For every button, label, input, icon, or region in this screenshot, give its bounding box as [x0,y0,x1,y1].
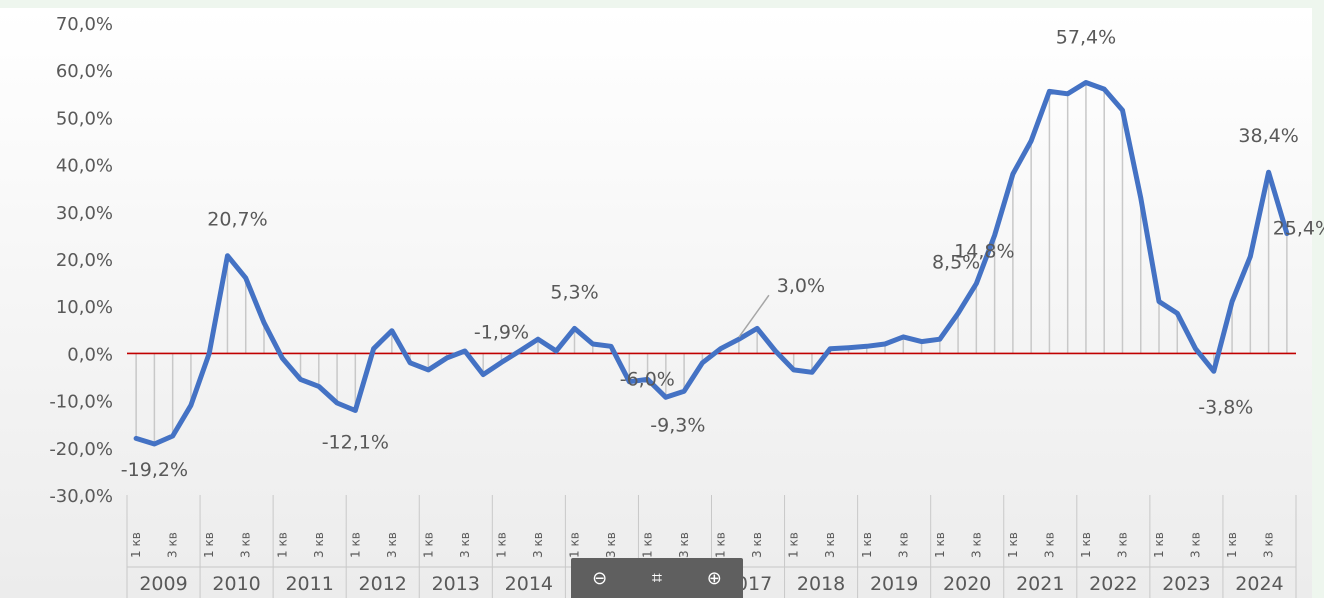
quarter-label: 3 кв [458,532,472,558]
y-tick-label: 60,0% [56,61,113,82]
year-label: 2013 [432,573,480,595]
year-label: 2011 [285,573,333,595]
y-tick-label: 30,0% [56,203,113,224]
quarter-label: 1 кв [421,532,435,558]
quarter-label: 3 кв [1189,532,1203,558]
quarter-label: 3 кв [604,532,618,558]
axes: 70,0% 60,0% 50,0% 40,0% 30,0% 20,0% 10,0% 0,0% -… [49,14,1297,598]
data-labels: -19,2% 20,7% -12,1% -1,9% 5,3% -6,0% -9,3% 3,0%… [121,26,1324,481]
year-label: 2022 [1089,573,1137,595]
year-label: 2009 [139,573,187,595]
quarter-label: 3 кв [531,532,545,558]
y-tick-label: 70,0% [56,14,113,35]
year-label: 2023 [1162,573,1210,595]
data-label: -19,2% [121,459,188,481]
quarter-label: 3 кв [969,532,983,558]
year-label: 2010 [212,573,260,595]
year-label: 2024 [1235,573,1283,595]
quarter-label: 1 кв [641,532,655,558]
quarter-label: 1 кв [933,532,947,558]
data-label: -3,8% [1198,396,1253,418]
year-label: 2018 [797,573,845,595]
data-label: -9,3% [650,414,705,436]
quarter-label: 3 кв [312,532,326,558]
y-tick-label: 50,0% [56,108,113,129]
quarter-label: 3 кв [385,532,399,558]
quarter-label: 1 кв [787,532,801,558]
quarter-label: 1 кв [275,532,289,558]
zoom-out-icon[interactable]: ⊖ [592,567,608,589]
y-tick-label: 10,0% [56,297,113,318]
quarter-label: 1 кв [1225,532,1239,558]
quarter-label: 1 кв [1006,532,1020,558]
quarter-label: 3 кв [896,532,910,558]
data-label: -12,1% [322,432,389,454]
quarter-label: 3 кв [1115,532,1129,558]
series-line [133,80,1290,447]
data-label: 38,4% [1238,125,1298,147]
quarter-label: 1 кв [1152,532,1166,558]
data-label: 25,4% [1273,218,1324,240]
y-tick-label: 40,0% [56,156,113,177]
year-label: 2020 [943,573,991,595]
data-label: 5,3% [550,281,598,303]
year-label: 2021 [1016,573,1064,595]
data-label: -6,0% [620,369,675,391]
quarter-label: 1 кв [348,532,362,558]
quarter-label: 1 кв [568,532,582,558]
year-label: 2012 [359,573,407,595]
data-label: 3,0% [777,275,825,297]
data-label: 14,8% [954,241,1014,263]
quarter-label: 3 кв [1262,532,1276,558]
y-tick-label: -20,0% [49,439,113,460]
series-line-group [133,80,1290,447]
data-label: 8,5% [932,251,980,273]
zoom-toolbar: ⊖ ⌗ ⊕ [571,558,743,598]
plot-background [0,8,1312,598]
quarter-label: 1 кв [494,532,508,558]
quarter-label: 3 кв [750,532,764,558]
quarter-label: 1 кв [714,532,728,558]
quarter-label: 1 кв [202,532,216,558]
label-leader-line [738,294,770,338]
data-label: 57,4% [1056,26,1116,48]
y-tick-label: 20,0% [56,250,113,271]
y-tick-label: -10,0% [49,392,113,413]
y-tick-label: -30,0% [49,486,113,507]
quarter-label: 3 кв [239,532,253,558]
quarter-label: 1 кв [129,532,143,558]
data-label: 20,7% [207,209,267,231]
quarter-label: 3 кв [1042,532,1056,558]
fit-icon[interactable]: ⌗ [651,567,663,589]
quarter-label: 3 кв [823,532,837,558]
y-tick-label: 0,0% [67,344,113,365]
year-label: 2019 [870,573,918,595]
quarter-label: 3 кв [677,532,691,558]
quarter-label: 3 кв [166,532,180,558]
zoom-in-icon[interactable]: ⊕ [706,567,722,589]
quarter-label: 1 кв [1079,532,1093,558]
data-label: -1,9% [474,321,529,343]
quarter-label: 1 кв [860,532,874,558]
year-label: 2014 [505,573,553,595]
